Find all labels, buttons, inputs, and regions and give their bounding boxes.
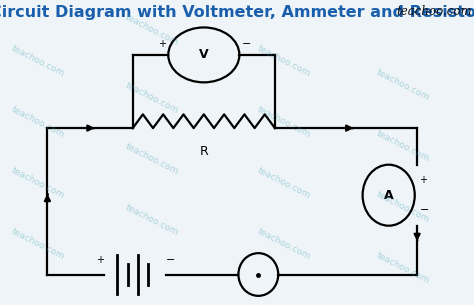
Text: teachoo.com: teachoo.com [10, 44, 66, 78]
Text: teachoo.com: teachoo.com [256, 166, 312, 200]
Text: teachoo.com: teachoo.com [375, 190, 431, 225]
Text: −: − [242, 39, 251, 49]
Text: −: − [419, 206, 429, 215]
Text: teachoo.com: teachoo.com [375, 129, 431, 164]
Text: teachoo.com: teachoo.com [124, 141, 180, 176]
Text: teachoo.com: teachoo.com [124, 202, 180, 237]
Ellipse shape [363, 165, 415, 226]
Text: teachoo.com: teachoo.com [375, 68, 431, 103]
Text: Circuit Diagram with Voltmeter, Ammeter and Resistor: Circuit Diagram with Voltmeter, Ammeter … [0, 5, 474, 20]
Text: teachoo.com: teachoo.com [10, 227, 66, 261]
Text: teachoo.com: teachoo.com [396, 5, 472, 18]
Ellipse shape [168, 27, 239, 82]
Text: teachoo.com: teachoo.com [256, 105, 312, 139]
Text: V: V [199, 48, 209, 61]
Text: +: + [158, 39, 166, 49]
Text: teachoo.com: teachoo.com [375, 251, 431, 286]
Text: −: − [166, 255, 175, 265]
Text: A: A [384, 189, 393, 202]
Text: teachoo.com: teachoo.com [124, 80, 180, 115]
Text: teachoo.com: teachoo.com [124, 13, 180, 48]
Text: teachoo.com: teachoo.com [10, 105, 66, 139]
Text: teachoo.com: teachoo.com [256, 44, 312, 78]
Text: teachoo.com: teachoo.com [256, 227, 312, 261]
Text: R: R [200, 145, 208, 158]
Text: +: + [96, 255, 103, 265]
Text: +: + [419, 175, 428, 185]
Text: teachoo.com: teachoo.com [10, 166, 66, 200]
